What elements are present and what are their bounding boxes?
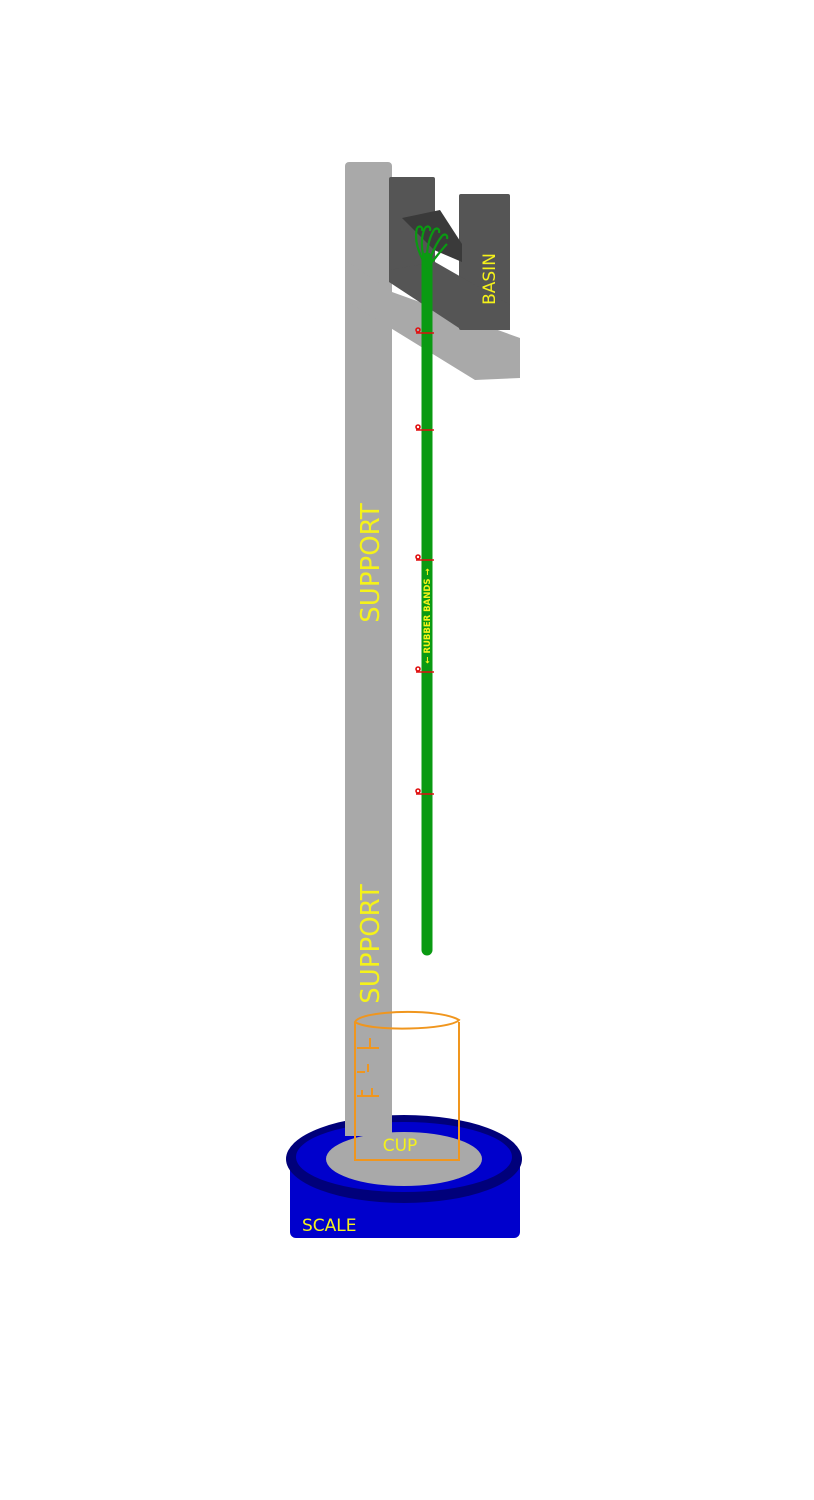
support-label-upper: SUPPORT [356, 503, 386, 623]
rubber-band [415, 327, 434, 334]
basin-label: BASIN [480, 253, 500, 305]
scale [286, 1115, 522, 1238]
scale-label: SCALE [302, 1216, 357, 1236]
support-pole-base [345, 1100, 392, 1136]
rubber-band [415, 666, 434, 673]
measuring-cup [353, 1010, 461, 1161]
rubber-band [415, 788, 434, 795]
support-pole [345, 162, 392, 1152]
rubber-band [415, 424, 434, 431]
cup-label: CUP [383, 1136, 418, 1156]
rubber-bands-label: ← RUBBER BANDS → [423, 568, 433, 663]
rubber-band [415, 554, 434, 561]
leaf-cluster-icon [414, 225, 449, 269]
support-label-lower: SUPPORT [356, 884, 386, 1004]
